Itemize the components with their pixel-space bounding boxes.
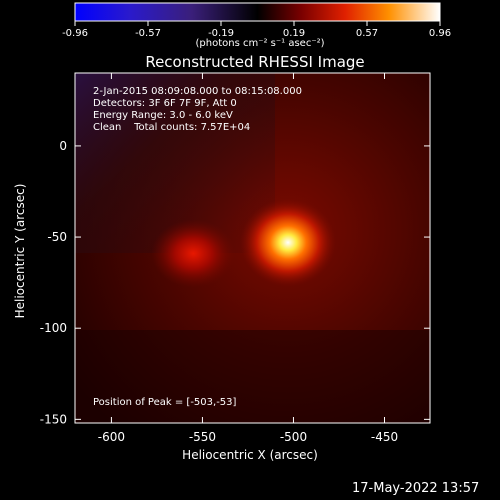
y-tick-label: -150 xyxy=(40,412,67,426)
info-detectors: Detectors: 3F 6F 7F 9F, Att 0 xyxy=(93,98,237,109)
x-axis-ticks: -600 -550 -500 -450 xyxy=(98,73,398,444)
y-tick-label: -100 xyxy=(40,321,67,335)
y-axis-label: Heliocentric Y (arcsec) xyxy=(13,183,27,319)
y-tick-label: 0 xyxy=(59,139,67,153)
info-clean: Clean Total counts: 7.57E+04 xyxy=(93,122,251,133)
colorbar-tick-label: -0.19 xyxy=(208,28,234,39)
colorbar-tick-label: -0.96 xyxy=(62,28,88,39)
secondary-source xyxy=(151,219,236,288)
info-energy: Energy Range: 3.0 - 6.0 keV xyxy=(93,110,233,121)
plot-frame xyxy=(74,72,431,424)
colorbar-gradient xyxy=(74,2,441,22)
colorbar-tick-label: 0.57 xyxy=(356,28,378,39)
y-axis-ticks: 0 -50 -100 -150 xyxy=(40,139,430,426)
y-tick-label: -50 xyxy=(47,230,67,244)
x-tick-label: -450 xyxy=(371,430,398,444)
x-tick-label: -500 xyxy=(280,430,307,444)
x-tick-label: -600 xyxy=(98,430,125,444)
colorbar-tick-label: -0.57 xyxy=(135,28,161,39)
timestamp: 17-May-2022 13:57 xyxy=(352,481,480,496)
colorbar-tick-label: 0.19 xyxy=(283,28,305,39)
info-time-range: 2-Jan-2015 08:09:08.000 to 08:15:08.000 xyxy=(93,86,302,97)
heatmap-image xyxy=(75,73,430,423)
colorbar-unit-label: (photons cm⁻² s⁻¹ asec⁻²) xyxy=(195,38,325,49)
x-axis-label: Heliocentric X (arcsec) xyxy=(182,448,318,462)
colorbar-ticks: -0.96 -0.57 -0.19 0.19 0.57 0.96 xyxy=(62,21,451,39)
colorbar-tick-label: 0.96 xyxy=(429,28,451,39)
peak-position-label: Position of Peak = [-503,-53] xyxy=(93,397,237,408)
plot-title: Reconstructed RHESSI Image xyxy=(145,53,365,71)
colorbar: -0.96 -0.57 -0.19 0.19 0.57 0.96 xyxy=(62,2,451,39)
x-tick-label: -550 xyxy=(189,430,216,444)
peak-source xyxy=(240,198,336,287)
